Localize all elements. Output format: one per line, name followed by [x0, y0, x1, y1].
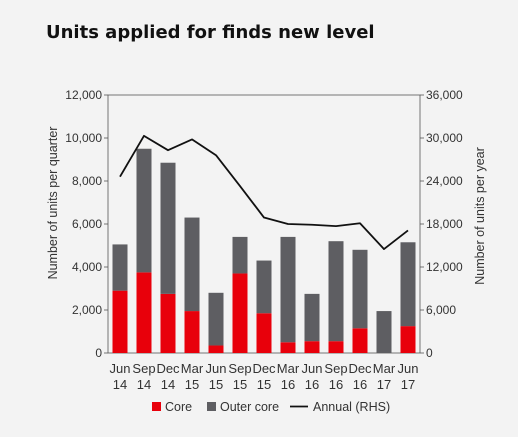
bar-core [232, 273, 248, 353]
bar-core [328, 341, 344, 353]
bar-outer-core [352, 249, 368, 329]
y2-tick-label: 18,000 [426, 217, 463, 231]
y-axis-label: Number of units per quarter [46, 127, 60, 280]
y2-tick-label: 24,000 [426, 174, 463, 188]
y2-tick-label: 12,000 [426, 260, 463, 274]
x-tick-label: Jun 14 [110, 361, 131, 392]
bar-core [280, 342, 296, 353]
x-tick-label: Jun 17 [398, 361, 419, 392]
x-tick-label: Sep 16 [324, 361, 347, 392]
y2-tick-label: 0 [426, 346, 433, 360]
bar-core [160, 293, 176, 353]
bar-core [256, 313, 272, 353]
y-tick-label: 2,000 [72, 303, 102, 317]
bar-outer-core [232, 236, 248, 274]
x-tick-label: Mar 17 [373, 361, 396, 392]
bar-outer-core [256, 260, 272, 314]
x-tick-label: Dec 15 [252, 361, 276, 392]
y2-tick-label: 36,000 [426, 88, 463, 102]
bar-core [136, 272, 152, 353]
x-tick-label: Jun 16 [302, 361, 323, 392]
y-tick-label: 8,000 [72, 174, 102, 188]
bar-core [400, 326, 416, 353]
bar-outer-core [184, 217, 200, 312]
bar-outer-core [136, 148, 152, 273]
legend-label-core: Core [165, 400, 192, 414]
y-tick-label: 4,000 [72, 260, 102, 274]
bar-outer-core [160, 162, 176, 294]
bar-core [184, 311, 200, 353]
annual-line [119, 134, 409, 250]
x-tick-label: Sep 14 [132, 361, 155, 392]
legend: Core Outer core Annual (RHS) [152, 400, 390, 414]
x-tick-label: Dec 16 [348, 361, 372, 392]
bar-outer-core [208, 292, 224, 346]
legend-swatch-outer-core [207, 402, 216, 411]
chart-title: Units applied for finds new level [46, 22, 375, 43]
y2-tick-label: 30,000 [426, 131, 463, 145]
bar-core [304, 341, 320, 353]
bar-outer-core [112, 244, 128, 291]
bar-outer-core [400, 242, 416, 327]
x-tick-label: Dec 14 [156, 361, 180, 392]
legend-label-outer-core: Outer core [220, 400, 279, 414]
bar-core [208, 345, 224, 353]
y-tick-label: 0 [95, 346, 102, 360]
plot-area: 0 2,000 4,000 6,000 8,000 10,000 12,000 0 6,000 1… [65, 88, 463, 392]
y-tick-label: 6,000 [72, 217, 102, 231]
y2-tick-label: 6,000 [426, 303, 456, 317]
legend-label-annual-rhs-: Annual (RHS) [313, 400, 390, 414]
bar-outer-core [328, 241, 344, 342]
y-tick-label: 12,000 [65, 88, 102, 102]
x-tick-label: Mar 15 [181, 361, 204, 392]
bar-outer-core [304, 293, 320, 342]
bar-outer-core [280, 236, 296, 343]
x-tick-label: Jun 15 [206, 361, 227, 392]
x-tick-label: Mar 16 [277, 361, 300, 392]
bar-core [352, 328, 368, 353]
bar-core [112, 290, 128, 353]
y-tick-label: 10,000 [65, 131, 102, 145]
legend-swatch-core [152, 402, 161, 411]
bar-outer-core [376, 311, 392, 353]
y2-axis-label: Number of units per year [473, 147, 487, 285]
x-tick-label: Sep 15 [228, 361, 251, 392]
